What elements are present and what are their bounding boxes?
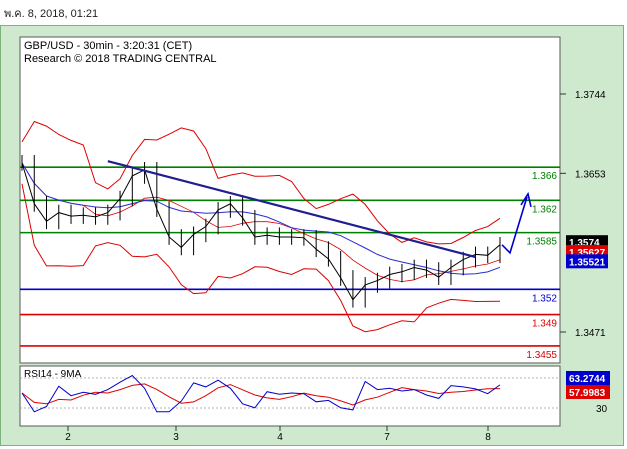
y-tick-label-2: 1.3471 <box>575 328 606 339</box>
bollinger-lower <box>21 183 501 333</box>
price-tag-1: 1.35627 <box>569 248 606 259</box>
price-line <box>21 162 501 301</box>
level-label-2: 1.3585 <box>526 237 557 248</box>
scenario-arrowhead <box>520 191 532 208</box>
rsi-ma-line <box>21 383 501 406</box>
moving-average <box>21 162 501 275</box>
rsi-title: RSI14 - 9MA <box>24 369 82 380</box>
rsi-panel <box>19 365 561 427</box>
level-label-4: 1.349 <box>532 319 557 330</box>
y-tick-label-1: 1.3653 <box>575 169 606 180</box>
x-tick-label-4: 8 <box>485 432 491 443</box>
price-tag-2: 1.35521 <box>569 257 606 268</box>
scenario-arrow <box>501 196 528 255</box>
chart-subtitle: Research © 2018 TRADING CENTRAL <box>24 53 217 65</box>
bollinger-upper <box>21 120 501 245</box>
rsi-tag-0: 63.2744 <box>569 374 606 385</box>
chart-title: GBP/USD - 30min - 3:20:31 (CET) <box>24 40 192 52</box>
level-label-0: 1.366 <box>532 171 557 182</box>
price-tag-0: 1.3574 <box>569 238 600 249</box>
rsi-line <box>21 374 501 413</box>
x-tick-label-0: 2 <box>65 432 71 443</box>
down-trendline <box>107 160 476 259</box>
y-tick-label-0: 1.3744 <box>575 90 606 101</box>
rsi-tick-label-1: 30 <box>596 404 608 415</box>
rsi-tag-box-0 <box>566 371 610 385</box>
x-tick-label-1: 3 <box>173 432 179 443</box>
level-label-1: 1.362 <box>532 204 557 215</box>
price-tag-box-2 <box>566 254 608 269</box>
x-tick-label-2: 4 <box>277 432 283 443</box>
level-label-3: 1.352 <box>532 293 557 304</box>
x-tick-label-3: 7 <box>384 432 390 443</box>
rsi-tag-box-1 <box>566 385 610 399</box>
rsi-tag-1: 57.9983 <box>569 388 606 399</box>
timestamp: พ.ค. 8, 2018, 01:21 <box>4 8 99 20</box>
level-label-5: 1.3455 <box>526 350 557 361</box>
